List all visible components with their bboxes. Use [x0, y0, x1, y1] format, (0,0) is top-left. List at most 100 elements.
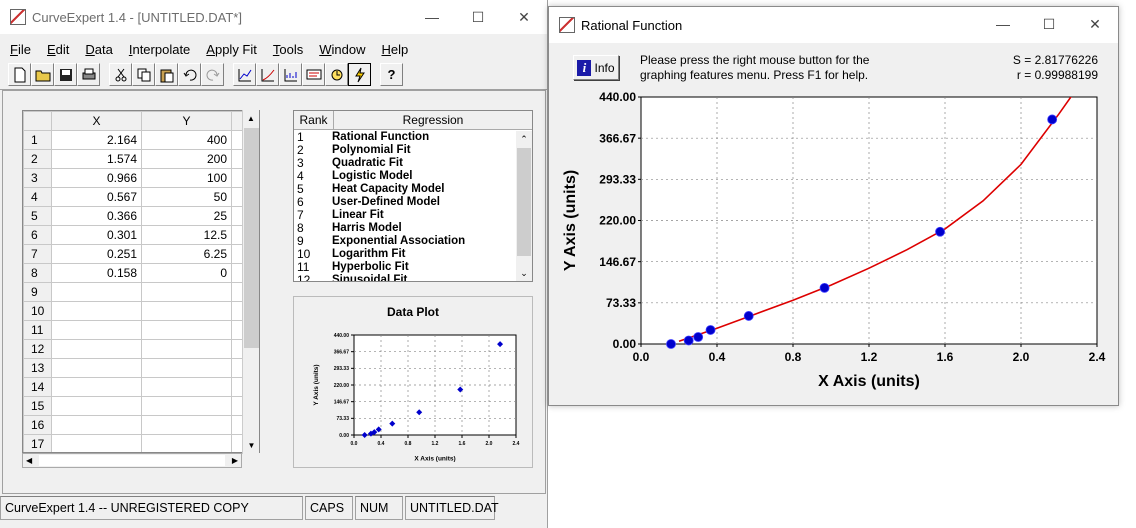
- copy-icon[interactable]: [132, 63, 155, 86]
- row-header-cell[interactable]: 5: [23, 206, 52, 226]
- main-titlebar[interactable]: CurveExpert 1.4 - [UNTITLED.DAT*] — ☐ ✕: [0, 0, 547, 34]
- y-value-cell[interactable]: 0: [141, 263, 232, 283]
- row-header-cell[interactable]: 15: [23, 396, 52, 416]
- close-icon[interactable]: ✕: [518, 8, 530, 25]
- paste-icon[interactable]: [155, 63, 178, 86]
- residual-icon[interactable]: [279, 63, 302, 86]
- row-header-cell[interactable]: 7: [23, 244, 52, 264]
- x-value-cell[interactable]: [51, 282, 142, 302]
- redo-icon[interactable]: [201, 63, 224, 86]
- open-folder-icon[interactable]: [31, 63, 54, 86]
- print-icon[interactable]: [77, 63, 100, 86]
- y-value-cell[interactable]: [141, 377, 232, 397]
- scroll-up-arrow-icon[interactable]: ▲: [247, 114, 255, 123]
- x-value-cell[interactable]: 0.251: [51, 244, 142, 264]
- spreadsheet-row[interactable]: 9: [23, 282, 252, 302]
- spreadsheet-row[interactable]: 6 0.301 12.5: [23, 225, 252, 245]
- y-value-cell[interactable]: [141, 396, 232, 416]
- spreadsheet-row[interactable]: 16: [23, 415, 252, 435]
- rank-list-item[interactable]: 5 Heat Capacity Model: [294, 183, 516, 196]
- rank-column-header[interactable]: Rank: [294, 111, 334, 129]
- row-header-cell[interactable]: 4: [23, 187, 52, 207]
- menu-window[interactable]: Window: [319, 41, 366, 57]
- rank-list-scrollbar[interactable]: ⌃ ⌄: [516, 131, 532, 281]
- x-value-cell[interactable]: 1.574: [51, 149, 142, 169]
- regression-column-header[interactable]: Regression: [402, 113, 464, 127]
- spreadsheet-row[interactable]: 2 1.574 200: [23, 149, 252, 169]
- x-value-cell[interactable]: [51, 434, 142, 452]
- y-value-cell[interactable]: 100: [141, 168, 232, 188]
- info-card-icon[interactable]: [302, 63, 325, 86]
- rank-list-item[interactable]: 1 Rational Function: [294, 131, 516, 144]
- undo-icon[interactable]: [178, 63, 201, 86]
- scrollbar-thumb[interactable]: [244, 128, 259, 348]
- regression-rank-list[interactable]: Rank Regression 1 Rational Function 2 Polyn…: [293, 110, 533, 282]
- x-value-cell[interactable]: 0.966: [51, 168, 142, 188]
- rank-list-item[interactable]: 9 Exponential Association: [294, 235, 516, 248]
- rank-list-item[interactable]: 8 Harris Model: [294, 222, 516, 235]
- x-value-cell[interactable]: [51, 415, 142, 435]
- row-header-cell[interactable]: 16: [23, 415, 52, 435]
- spreadsheet-row[interactable]: 3 0.966 100: [23, 168, 252, 188]
- rank-scroll-thumb[interactable]: [517, 148, 531, 256]
- rank-list-item[interactable]: 4 Logistic Model: [294, 170, 516, 183]
- row-header-cell[interactable]: 13: [23, 358, 52, 378]
- x-value-cell[interactable]: [51, 396, 142, 416]
- y-value-cell[interactable]: [141, 415, 232, 435]
- menu-data[interactable]: Data: [85, 41, 113, 57]
- y-value-cell[interactable]: [141, 358, 232, 378]
- info-button[interactable]: i Info: [573, 55, 619, 80]
- column-header-y[interactable]: Y: [141, 111, 232, 131]
- new-file-icon[interactable]: [8, 63, 31, 86]
- x-value-cell[interactable]: [51, 301, 142, 321]
- rank-list-item[interactable]: 2 Polynomial Fit: [294, 144, 516, 157]
- spreadsheet-row[interactable]: 10: [23, 301, 252, 321]
- scroll-left-arrow-icon[interactable]: ◀: [26, 456, 33, 465]
- rational-titlebar[interactable]: Rational Function — ☐ ✕: [549, 7, 1118, 43]
- menu-tools[interactable]: Tools: [272, 41, 304, 57]
- x-value-cell[interactable]: [51, 320, 142, 340]
- spreadsheet-row[interactable]: 13: [23, 358, 252, 378]
- y-value-cell[interactable]: [141, 301, 232, 321]
- menu-edit[interactable]: Edit: [46, 41, 70, 57]
- row-header-cell[interactable]: 1: [23, 130, 52, 150]
- rank-list-item[interactable]: 7 Linear Fit: [294, 209, 516, 222]
- spreadsheet-row[interactable]: 17: [23, 434, 252, 452]
- x-value-cell[interactable]: 0.366: [51, 206, 142, 226]
- data-plot-panel[interactable]: Data Plot 0.0 0.4 0.8 1.2 1.6 2.0 2.4 0.00 73.33…: [293, 296, 533, 468]
- rank-list-item[interactable]: 10 Logarithm Fit: [294, 248, 516, 261]
- x-value-cell[interactable]: 0.567: [51, 187, 142, 207]
- rank-list-item[interactable]: 11 Hyperbolic Fit: [294, 261, 516, 274]
- spreadsheet-row[interactable]: 14: [23, 377, 252, 397]
- y-value-cell[interactable]: [141, 320, 232, 340]
- maximize-icon[interactable]: ☐: [1042, 15, 1056, 32]
- y-value-cell[interactable]: 25: [141, 206, 232, 226]
- x-value-cell[interactable]: 0.158: [51, 263, 142, 283]
- menu-file[interactable]: File: [10, 41, 31, 57]
- column-header-x[interactable]: X: [51, 111, 142, 131]
- row-header-cell[interactable]: 2: [23, 149, 52, 169]
- spreadsheet-row[interactable]: 12: [23, 339, 252, 359]
- x-value-cell[interactable]: 2.164: [51, 130, 142, 150]
- row-header-cell[interactable]: 11: [23, 320, 52, 340]
- menu-apply-fit[interactable]: Apply Fit: [206, 41, 257, 57]
- rank-list-item[interactable]: 3 Quadratic Fit: [294, 157, 516, 170]
- row-header-cell[interactable]: 12: [23, 339, 52, 359]
- save-icon[interactable]: [54, 63, 77, 86]
- x-value-cell[interactable]: [51, 377, 142, 397]
- cut-icon[interactable]: [109, 63, 132, 86]
- calculator-icon[interactable]: [325, 63, 348, 86]
- rank-list-item[interactable]: 12 Sinusoidal Fit: [294, 274, 516, 282]
- spreadsheet-horizontal-scrollbar[interactable]: ◀ ▶: [22, 453, 242, 468]
- horizontal-scrollbar-thumb[interactable]: [39, 455, 225, 466]
- minimize-icon[interactable]: —: [996, 16, 1010, 32]
- rank-list-item[interactable]: 6 User-Defined Model: [294, 196, 516, 209]
- spreadsheet-row[interactable]: 1 2.164 400: [23, 130, 252, 150]
- row-header-cell[interactable]: 8: [23, 263, 52, 283]
- spreadsheet-row[interactable]: 8 0.158 0: [23, 263, 252, 283]
- maximize-icon[interactable]: ☐: [471, 8, 485, 25]
- x-value-cell[interactable]: [51, 358, 142, 378]
- spreadsheet-row[interactable]: 11: [23, 320, 252, 340]
- plot-data-icon[interactable]: [233, 63, 256, 86]
- scroll-down-arrow-icon[interactable]: ▼: [247, 441, 256, 450]
